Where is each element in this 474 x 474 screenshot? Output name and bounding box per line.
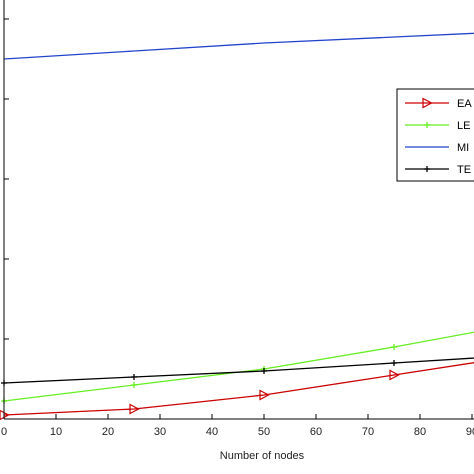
data-point-te — [131, 374, 137, 380]
x-tick-label: 60 — [310, 426, 322, 438]
x-tick-label: 0 — [1, 426, 7, 438]
x-tick-label: 20 — [102, 426, 114, 438]
legend-item-te: TE — [405, 164, 471, 176]
legend-box — [396, 88, 474, 182]
x-tick-label: 80 — [414, 426, 426, 438]
axis-layer: 0 10 20 30 40 50 60 70 80 90 — [1, 0, 474, 438]
x-tick-label: 40 — [206, 426, 218, 438]
data-point-ea — [389, 369, 400, 381]
x-axis-label: Number of nodes — [220, 450, 305, 462]
legend-label-le: LE — [457, 120, 470, 132]
series-line-mi — [3, 32, 474, 60]
legend-label-ea: EA — [457, 98, 472, 110]
x-tick-label: 10 — [50, 426, 62, 438]
data-point-ea — [129, 403, 140, 415]
legend: EA LE MI TE — [396, 88, 474, 182]
legend-item-ea: EA — [405, 97, 472, 110]
legend-item-mi: MI — [405, 142, 469, 154]
data-point-te — [261, 368, 267, 374]
legend-item-le: LE — [405, 120, 470, 132]
legend-label-te: TE — [457, 164, 471, 176]
data-point-le — [131, 382, 137, 388]
x-tick-label: 50 — [258, 426, 270, 438]
data-point-te — [391, 360, 397, 366]
series-layer — [0, 32, 474, 421]
plot-area — [4, 0, 474, 419]
data-point-ea — [259, 389, 270, 401]
legend-label-mi: MI — [457, 142, 469, 154]
series-line-ea — [3, 362, 474, 416]
x-tick-label: 70 — [362, 426, 374, 438]
x-tick-label: 90 — [466, 426, 474, 438]
data-point-le — [391, 344, 397, 350]
x-tick-label: 30 — [154, 426, 166, 438]
